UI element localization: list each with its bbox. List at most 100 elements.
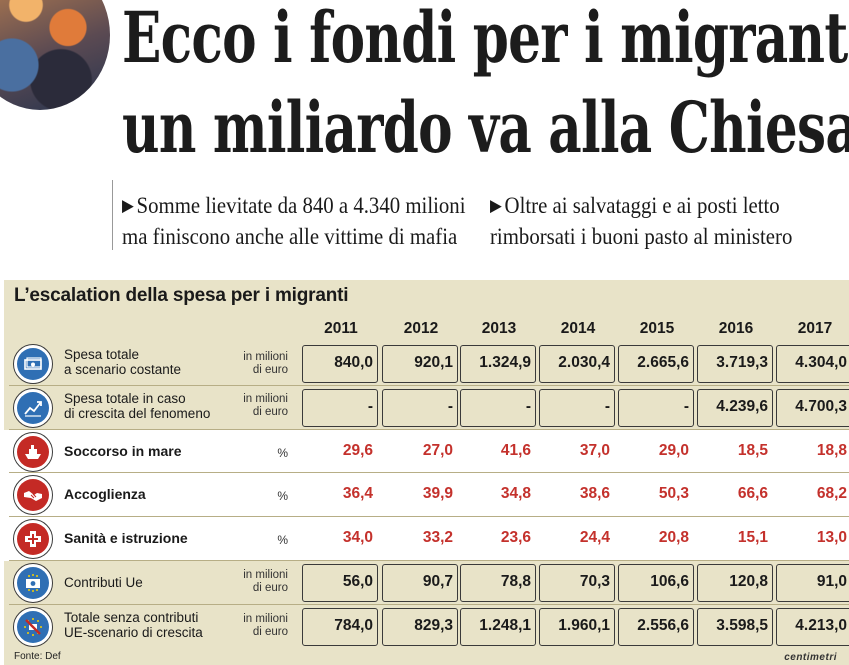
- bullet-triangle-icon: ▶: [122, 196, 134, 215]
- value-cell: 36,4: [342, 485, 373, 502]
- year-header: 2011: [324, 320, 358, 337]
- row-label: Sanità e istruzione: [64, 530, 188, 546]
- value-cell-frame: [697, 389, 773, 427]
- divider: [112, 180, 113, 250]
- value-cell-frame: [618, 564, 694, 602]
- value-cell: 829,3: [414, 617, 453, 634]
- value-cell: 1.248,1: [479, 617, 531, 634]
- subhead-left-line-2: ma finiscono anche alle vittime di mafia: [122, 224, 458, 249]
- value-cell-frame: [539, 345, 615, 383]
- value-cell: 920,1: [414, 354, 453, 371]
- value-cell-frame: [618, 608, 694, 646]
- row-unit: %: [277, 446, 288, 460]
- value-cell: 18,8: [816, 442, 847, 459]
- source-note: Fonte: Def: [14, 651, 61, 662]
- value-cell-frame: [776, 564, 849, 602]
- subhead-left: ▶ Somme lievitate da 840 a 4.340 milioni …: [122, 190, 466, 252]
- migrants-photo: [0, 0, 110, 110]
- row-label: Spesa totale in caso di crescita del feno…: [64, 391, 211, 421]
- value-cell: 120,8: [729, 573, 768, 590]
- money-bundle-icon: [13, 344, 53, 384]
- value-cell: 50,3: [658, 485, 689, 502]
- value-cell-frame: [697, 608, 773, 646]
- spending-table: L’escalation della spesa per i migranti …: [4, 280, 849, 665]
- value-cell: 41,6: [500, 442, 531, 459]
- value-cell: 4.700,3: [795, 398, 847, 415]
- value-cell: 2.665,6: [637, 354, 689, 371]
- eu-money-icon: [13, 563, 53, 603]
- value-cell: 106,6: [650, 573, 689, 590]
- table-title: L’escalation della spesa per i migranti: [14, 285, 349, 306]
- value-cell-frame: [618, 345, 694, 383]
- value-cell-frame: [539, 564, 615, 602]
- value-cell-frame: [382, 345, 458, 383]
- value-cell: 91,0: [816, 573, 847, 590]
- row-unit: %: [277, 489, 288, 503]
- value-cell: 70,3: [579, 573, 610, 590]
- value-cell-frame: [302, 389, 378, 427]
- year-header: 2013: [481, 320, 517, 337]
- table-row: Totale senza contributi UE-scenario di cr…: [4, 605, 849, 649]
- medical-cross-icon: [13, 519, 53, 559]
- value-cell: -: [525, 398, 531, 415]
- value-cell: 18,5: [737, 442, 768, 459]
- row-unit: in milioni di euro: [243, 393, 288, 418]
- value-cell-frame: [460, 345, 536, 383]
- value-cell-frame: [776, 389, 849, 427]
- value-cell: 78,8: [500, 573, 531, 590]
- value-cell: 2.030,4: [558, 354, 610, 371]
- row-unit: in milioni di euro: [243, 569, 288, 594]
- value-cell-frame: [302, 345, 378, 383]
- value-cell: 20,8: [658, 529, 689, 546]
- row-label: Totale senza contributi UE-scenario di cr…: [64, 610, 203, 640]
- table-row: Spesa totale in caso di crescita del feno…: [4, 386, 849, 430]
- value-cell: 37,0: [579, 442, 610, 459]
- value-cell: 27,0: [422, 442, 453, 459]
- value-cell: 66,6: [737, 485, 768, 502]
- value-cell: 1.960,1: [558, 617, 610, 634]
- table-row: Accoglienza %: [4, 473, 849, 517]
- row-label: Spesa totale a scenario costante: [64, 347, 182, 377]
- subhead-right: ▶ Oltre ai salvataggi e ai posti letto ri…: [490, 190, 792, 252]
- row-unit: %: [277, 533, 288, 547]
- headline-line-2: un miliardo va alla Chiesa: [122, 86, 849, 169]
- row-label: Contributi Ue: [64, 575, 143, 590]
- value-cell-frame: [382, 564, 458, 602]
- value-cell: 23,6: [500, 529, 531, 546]
- value-cell: 56,0: [342, 573, 373, 590]
- value-cell: 38,6: [579, 485, 610, 502]
- brand-logo: centimetri: [784, 652, 837, 663]
- row-label: Accoglienza: [64, 486, 146, 502]
- value-cell: -: [367, 398, 373, 415]
- value-cell: 3.719,3: [716, 354, 768, 371]
- value-cell: 784,0: [334, 617, 373, 634]
- value-cell-frame: [460, 564, 536, 602]
- value-cell-frame: [697, 345, 773, 383]
- year-header: 2017: [797, 320, 833, 337]
- value-cell-frame: [539, 389, 615, 427]
- value-cell-frame: [618, 389, 694, 427]
- value-cell: 29,6: [342, 442, 373, 459]
- value-cell: 4.213,0: [795, 617, 847, 634]
- value-cell: 33,2: [422, 529, 453, 546]
- value-cell: 90,7: [422, 573, 453, 590]
- value-cell-frame: [382, 389, 458, 427]
- value-cell: 39,9: [422, 485, 453, 502]
- value-cell: 29,0: [658, 442, 689, 459]
- row-unit: in milioni di euro: [243, 613, 288, 638]
- value-cell-frame: [776, 345, 849, 383]
- row-unit: in milioni di euro: [243, 351, 288, 376]
- subhead-right-line-1: Oltre ai salvataggi e ai posti letto: [504, 193, 780, 218]
- value-cell-frame: [302, 564, 378, 602]
- table-row: Sanità e istruzione %: [4, 517, 849, 561]
- ship-icon: [13, 432, 53, 472]
- value-cell: 24,4: [579, 529, 610, 546]
- table-row: Soccorso in mare %: [4, 430, 849, 473]
- table-row: Contributi Ue in milioni di euro: [4, 561, 849, 605]
- growth-chart-icon: [13, 388, 53, 428]
- bullet-triangle-icon: ▶: [490, 196, 502, 215]
- value-cell-frame: [460, 389, 536, 427]
- value-cell: 4.239,6: [716, 398, 768, 415]
- handshake-icon: [13, 475, 53, 515]
- value-cell: 840,0: [334, 354, 373, 371]
